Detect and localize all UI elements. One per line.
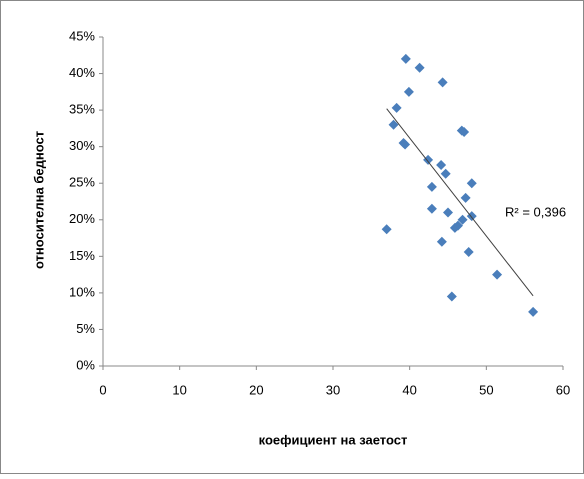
y-tick-label: 35%: [69, 102, 95, 117]
y-tick-label: 0%: [76, 357, 95, 372]
point: [426, 203, 437, 214]
y-tick-label: 20%: [69, 211, 95, 226]
x-tick-label: 20: [249, 382, 263, 397]
x-tick-label: 50: [479, 382, 493, 397]
x-tick-label: 10: [172, 382, 186, 397]
trendline: [386, 108, 534, 297]
point: [457, 214, 468, 225]
y-tick-label: 15%: [69, 248, 95, 263]
y-tick-label: 45%: [69, 28, 95, 43]
x-tick-label: 30: [326, 382, 340, 397]
point: [423, 154, 434, 165]
point: [466, 178, 477, 189]
x-tick-label: 0: [99, 382, 106, 397]
point: [391, 102, 402, 113]
point: [400, 53, 411, 64]
x-tick-label: 40: [402, 382, 416, 397]
y-tick-label: 30%: [69, 138, 95, 153]
y-tick-label: 25%: [69, 175, 95, 190]
point: [426, 181, 437, 192]
x-axis-title: коефициент на заетост: [259, 432, 408, 447]
point: [528, 306, 539, 317]
point: [463, 246, 474, 257]
point: [388, 119, 399, 130]
point: [400, 139, 411, 150]
point: [436, 159, 447, 170]
point: [437, 77, 448, 88]
point: [460, 192, 471, 203]
point: [459, 127, 470, 138]
y-tick-label: 10%: [69, 284, 95, 299]
point: [449, 222, 460, 233]
y-axis-title: относителна бедност: [31, 131, 46, 269]
annotation: R² = 0,396: [505, 204, 566, 219]
point: [440, 168, 451, 179]
point: [381, 224, 392, 235]
point: [436, 236, 447, 247]
point: [492, 269, 503, 280]
point: [443, 207, 453, 218]
x-tick-label: 60: [556, 382, 570, 397]
y-tick-label: 5%: [76, 321, 95, 336]
point: [446, 291, 457, 302]
point: [414, 62, 425, 73]
y-tick-label: 40%: [69, 65, 95, 80]
point: [403, 86, 414, 97]
